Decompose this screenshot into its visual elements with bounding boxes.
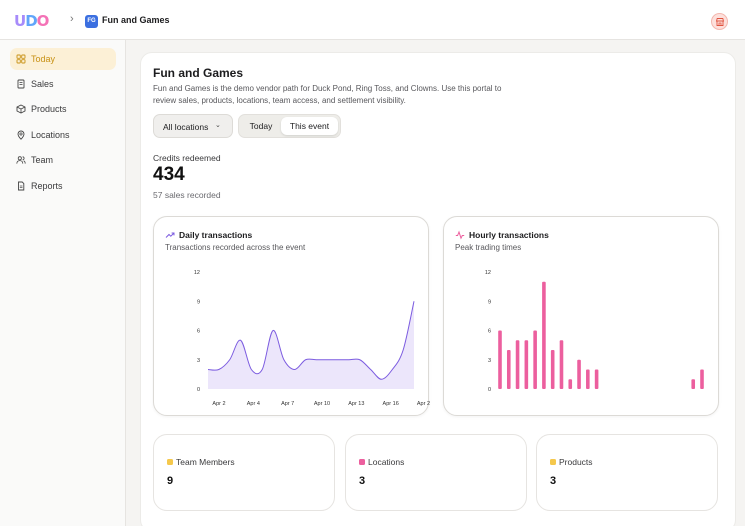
sidebar-item-label: Team <box>31 155 54 165</box>
sidebar-item-locations[interactable]: Locations <box>10 124 116 146</box>
y-tick-label: 6 <box>488 329 491 335</box>
x-tick-label: Apr 7 <box>281 401 294 407</box>
stat-label: Team Members <box>176 457 235 467</box>
breadcrumb-chevron-icon: › <box>70 13 74 25</box>
grid-icon <box>16 54 26 64</box>
sidebar-item-reports[interactable]: Reports <box>10 175 116 197</box>
stat-value: 3 <box>550 475 557 487</box>
sidebar-item-label: Sales <box>31 79 54 89</box>
stat-label: Products <box>559 457 593 467</box>
sidebar-item-label: Locations <box>31 130 70 140</box>
activity-icon <box>455 230 465 240</box>
y-tick-label: 9 <box>488 299 491 305</box>
hourly-bar <box>577 359 581 389</box>
y-tick-label: 0 <box>197 387 200 393</box>
team-members-dot <box>167 459 173 465</box>
daily-transactions-card: 0 3 6 9 12 Apr 2 Apr 4 Apr 7 Apr 10 Apr 13 Apr 16 A… <box>153 216 430 416</box>
store-icon <box>715 18 725 26</box>
daily-chart-subtitle: Transactions recorded across the event <box>165 243 306 252</box>
y-tick-label: 9 <box>197 299 200 305</box>
hourly-bar <box>524 340 529 389</box>
y-tick-label: 12 <box>194 270 200 276</box>
org-badge[interactable]: FG <box>85 15 98 28</box>
page-title: Fun and Games <box>153 66 244 80</box>
metric-value: 434 <box>153 164 185 185</box>
y-tick-label: 6 <box>197 329 200 335</box>
hourly-bar <box>559 340 564 389</box>
hourly-transactions-card: 0 3 6 9 12 Hourly transactions Peak trading … <box>443 216 719 416</box>
stat-label: Locations <box>368 457 405 467</box>
products-dot <box>550 459 556 465</box>
stat-card-locations[interactable]: Locations 3 <box>345 434 527 511</box>
metric-subtext: 57 sales recorded <box>153 190 221 200</box>
daily-area-fill <box>208 301 414 389</box>
y-tick-label: 3 <box>197 358 200 364</box>
range-today-button[interactable]: Today <box>249 121 273 131</box>
stat-value: 3 <box>359 475 366 487</box>
hourly-chart-subtitle: Peak trading times <box>455 243 522 252</box>
x-tick-label: Apr 10 <box>314 401 330 407</box>
x-tick-label: Apr 21 <box>417 401 430 407</box>
hourly-bar <box>691 379 696 389</box>
range-segmented-control: Today This event <box>238 114 341 138</box>
daily-series-line <box>207 301 415 380</box>
x-tick-label: Apr 13 <box>348 401 364 407</box>
x-tick-label: Apr 4 <box>247 401 260 407</box>
location-select[interactable]: All locations ⌄ <box>153 114 233 138</box>
daily-chart-title: Daily transactions <box>179 230 253 240</box>
hourly-bar <box>594 369 599 389</box>
x-tick-label: Apr 16 <box>383 401 399 407</box>
brand-logo[interactable]: UDO <box>14 12 49 30</box>
hourly-bar <box>568 379 573 389</box>
hourly-bar <box>542 281 546 389</box>
sidebar-item-team[interactable]: Team <box>10 149 116 171</box>
y-tick-label: 12 <box>485 270 491 276</box>
sidebar-item-label: Products <box>31 104 67 114</box>
sidebar-item-label: Today <box>31 54 56 64</box>
stat-card-team-members[interactable]: Team Members 9 <box>153 434 335 511</box>
locations-dot <box>359 459 365 465</box>
user-avatar[interactable] <box>711 13 728 30</box>
sidebar-item-today[interactable]: Today <box>10 48 116 70</box>
hourly-bar <box>506 350 511 389</box>
range-this-event-button[interactable]: This event <box>281 117 338 135</box>
stat-value: 9 <box>167 475 174 487</box>
hourly-bar <box>498 330 502 389</box>
chevron-down-icon: ⌄ <box>215 122 221 129</box>
location-select-value: All locations <box>163 122 209 132</box>
map-pin-icon <box>17 130 25 140</box>
org-name[interactable]: Fun and Games <box>102 15 170 25</box>
y-tick-label: 0 <box>488 387 491 393</box>
hourly-bar <box>515 340 520 389</box>
x-tick-label: Apr 2 <box>212 401 225 407</box>
box-icon <box>16 104 26 114</box>
hourly-bar <box>586 369 590 389</box>
page-description: Fun and Games is the demo vendor path fo… <box>153 84 502 105</box>
receipt-icon <box>17 79 25 89</box>
top-bar: UDO › FG Fun and Games <box>0 0 745 40</box>
sidebar-item-sales[interactable]: Sales <box>10 73 116 95</box>
hourly-chart-title: Hourly transactions <box>469 230 549 240</box>
daily-transactions-chart: 0 3 6 9 12 Apr 2 Apr 4 Apr 7 Apr 10 Apr 13 Apr 16 A… <box>194 270 430 407</box>
hourly-bar <box>533 330 537 389</box>
hourly-transactions-chart: 0 3 6 9 12 <box>485 270 704 393</box>
users-icon <box>16 156 26 164</box>
hourly-bar <box>550 350 555 389</box>
sidebar: Today Sales Products Locations Team <box>0 40 126 526</box>
hourly-bar <box>700 369 704 389</box>
y-tick-label: 3 <box>488 358 491 364</box>
sidebar-item-products[interactable]: Products <box>10 98 116 120</box>
stat-card-products[interactable]: Products 3 <box>536 434 718 511</box>
metric-label: Credits redeemed <box>153 153 221 163</box>
trending-up-icon <box>165 232 175 238</box>
sidebar-item-label: Reports <box>31 181 63 191</box>
document-icon <box>18 181 25 191</box>
